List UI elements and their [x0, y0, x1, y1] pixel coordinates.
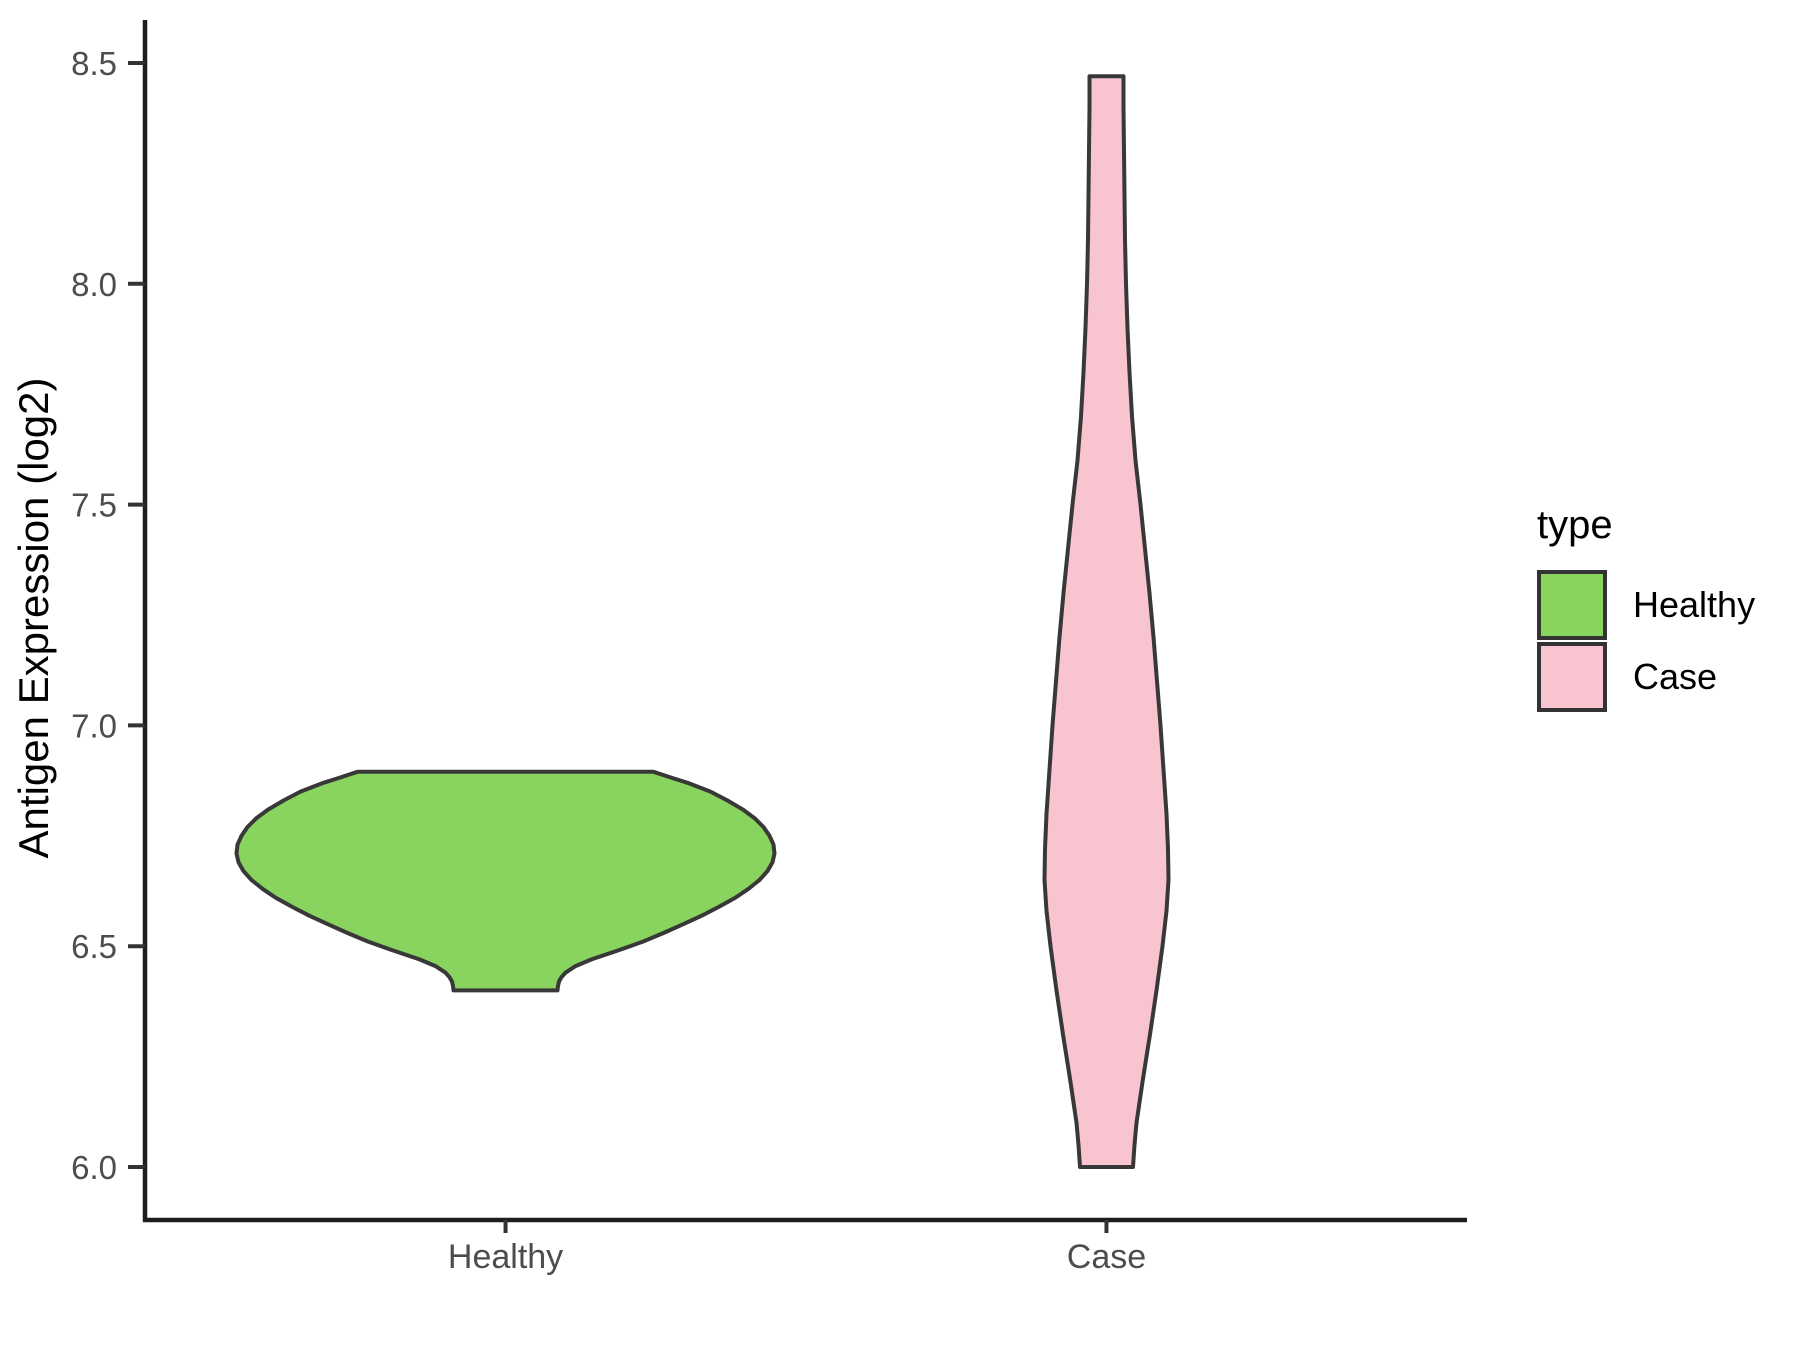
y-tick-label: 6.5	[71, 928, 117, 965]
violin-healthy	[234, 769, 777, 993]
legend-label-healthy: Healthy	[1633, 584, 1756, 625]
y-tick-label: 8.0	[71, 266, 117, 303]
y-tick-label: 6.0	[71, 1149, 117, 1186]
legend-entry-case: Case	[1537, 641, 1755, 713]
legend: type Healthy Case	[1537, 505, 1755, 713]
legend-title: type	[1537, 503, 1613, 547]
x-tick-label: Case	[1067, 1238, 1146, 1276]
x-tick-label: Healthy	[448, 1238, 563, 1276]
legend-swatch-case	[1537, 642, 1607, 712]
y-tick-label: 7.0	[71, 707, 117, 744]
y-tick-label: 7.5	[71, 487, 117, 524]
violin-case	[1042, 74, 1171, 1169]
legend-entry-healthy: Healthy	[1537, 569, 1755, 641]
y-axis-title: Antigen Expression (log2)	[10, 378, 57, 859]
legend-label-case: Case	[1633, 656, 1718, 697]
legend-swatch-healthy	[1537, 570, 1607, 640]
y-tick-label: 8.5	[71, 45, 117, 82]
